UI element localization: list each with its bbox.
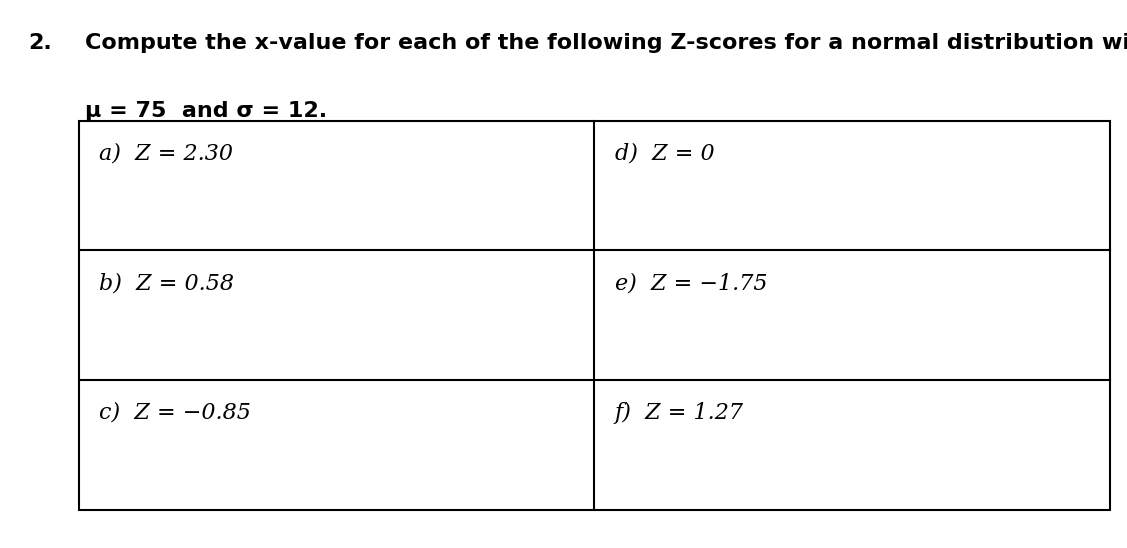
Text: e)  Z = −1.75: e) Z = −1.75 [615,272,767,294]
Text: 2.: 2. [28,33,52,53]
Bar [79,121,1110,510]
Text: Compute the x-value for each of the following Z-scores for a normal distribution: Compute the x-value for each of the foll… [85,33,1127,53]
Text: a)  Z = 2.30: a) Z = 2.30 [99,142,233,164]
Text: c)  Z = −0.85: c) Z = −0.85 [99,402,251,424]
Text: b)  Z = 0.58: b) Z = 0.58 [99,272,234,294]
Text: μ = 75  and σ = 12.: μ = 75 and σ = 12. [85,101,327,121]
Text: f)  Z = 1.27: f) Z = 1.27 [615,402,744,424]
Text: d)  Z = 0: d) Z = 0 [615,142,715,164]
